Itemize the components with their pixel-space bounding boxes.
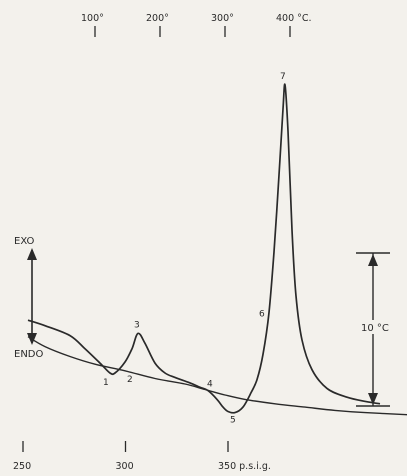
scale-bar: 10 °C: [356, 252, 392, 407]
scale-bar-label-backdrop: [362, 320, 392, 334]
exo-endo-indicator: EXO ENDO: [14, 236, 43, 360]
bottom-axis-tick-label: 350 p.s.i.g.: [218, 461, 271, 472]
exo-arrow-head-icon: [27, 248, 37, 260]
scale-bar-up-arrow-icon: [368, 254, 378, 266]
dta-curve: [27, 83, 381, 414]
point-label: 5: [230, 416, 236, 426]
point-label: 1: [103, 378, 109, 388]
bottom-axis-tick-label: 250: [13, 461, 31, 472]
bottom-axis-tick-label: 300: [116, 461, 134, 472]
point-labels: 1 2 3 4 5 6 7: [103, 72, 286, 426]
top-temperature-axis: 100° 200° 300° 400 °C.: [81, 13, 312, 37]
top-axis-tick-label: 100°: [81, 13, 104, 24]
point-label: 6: [259, 310, 265, 320]
scale-bar-label: 10 °C: [361, 323, 389, 334]
bottom-pressure-axis: 250 300 350 p.s.i.g.: [13, 441, 271, 472]
exo-label: EXO: [14, 236, 35, 247]
baseline-curve: [27, 336, 407, 416]
scale-bar-down-arrow-icon: [368, 393, 378, 405]
top-axis-tick-label: 300°: [211, 13, 234, 24]
endo-label: ENDO: [14, 349, 43, 360]
plot-curves: [27, 83, 407, 416]
top-axis-tick-label: 400 °C.: [276, 13, 312, 24]
point-label: 3: [134, 320, 140, 330]
top-axis-tick-label: 200°: [146, 13, 169, 24]
point-label: 7: [280, 72, 286, 82]
point-label: 2: [127, 375, 133, 385]
point-label: 4: [207, 380, 213, 390]
